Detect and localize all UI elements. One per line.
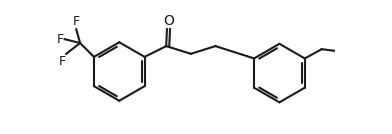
- Text: F: F: [58, 55, 65, 68]
- Text: F: F: [57, 33, 64, 46]
- Text: O: O: [163, 14, 174, 28]
- Text: F: F: [73, 15, 80, 28]
